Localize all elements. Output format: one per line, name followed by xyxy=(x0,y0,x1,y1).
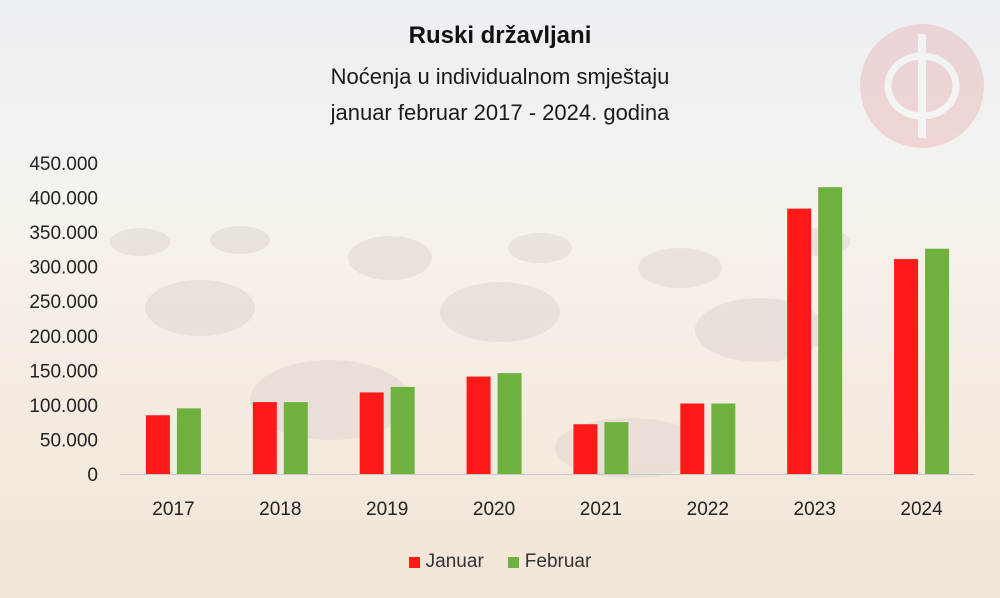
bar-februar-2022 xyxy=(711,403,736,474)
y-axis: 0 50.000 100.000 150.000 200.000 250.000 300.0… xyxy=(29,154,98,486)
x-axis: 2017 2018 2019 2020 2021 2022 2023 2024 xyxy=(152,499,943,520)
x-tick-label: 2023 xyxy=(794,499,836,520)
chart-title: Ruski državljani xyxy=(408,22,592,49)
y-tick-label: 0 xyxy=(87,465,98,486)
bar-januar-2022 xyxy=(680,403,705,474)
legend-item-januar: Januar xyxy=(408,551,484,573)
legend-label-januar: Januar xyxy=(425,551,484,572)
bar-januar-2021 xyxy=(573,424,598,474)
legend-swatch-februar xyxy=(507,556,519,568)
bar-februar-2019 xyxy=(390,386,415,474)
bar-januar-2017 xyxy=(145,415,170,474)
bar-januar-2023 xyxy=(787,208,812,474)
y-tick-label: 100.000 xyxy=(29,396,98,417)
bar-januar-2024 xyxy=(894,259,919,474)
legend-swatch-januar xyxy=(408,556,420,568)
bar-februar-2021 xyxy=(604,422,629,474)
legend-item-februar: Februar xyxy=(507,551,592,573)
y-tick-label: 300.000 xyxy=(29,258,98,279)
y-tick-label: 50.000 xyxy=(40,430,98,451)
bar-januar-2018 xyxy=(252,402,277,474)
x-tick-label: 2018 xyxy=(259,499,301,520)
bar-februar-2017 xyxy=(176,408,201,474)
bar-februar-2018 xyxy=(283,402,308,474)
bar-februar-2023 xyxy=(818,187,843,474)
bar-januar-2019 xyxy=(359,392,384,474)
y-tick-label: 250.000 xyxy=(29,292,98,313)
x-tick-label: 2021 xyxy=(580,499,622,520)
y-tick-label: 350.000 xyxy=(29,223,98,244)
y-tick-label: 200.000 xyxy=(29,327,98,348)
bar-februar-2020 xyxy=(497,373,522,474)
bar-series xyxy=(145,187,950,474)
legend-label-februar: Februar xyxy=(524,551,592,572)
x-tick-label: 2019 xyxy=(366,499,408,520)
y-tick-label: 450.000 xyxy=(29,154,98,175)
x-tick-label: 2017 xyxy=(152,499,194,520)
logo-seal xyxy=(860,24,984,148)
bar-februar-2024 xyxy=(925,248,950,474)
x-tick-label: 2022 xyxy=(687,499,729,520)
chart-subtitle-line-1: Noćenja u individualnom smještaju xyxy=(330,64,670,89)
y-tick-label: 150.000 xyxy=(29,361,98,382)
chart-subtitle-line-2: januar februar 2017 - 2024. godina xyxy=(330,100,670,125)
bar-januar-2020 xyxy=(466,376,491,474)
x-tick-label: 2020 xyxy=(473,499,515,520)
y-tick-label: 400.000 xyxy=(29,189,98,210)
x-tick-label: 2024 xyxy=(900,499,943,520)
legend: Januar Februar xyxy=(0,551,1000,573)
